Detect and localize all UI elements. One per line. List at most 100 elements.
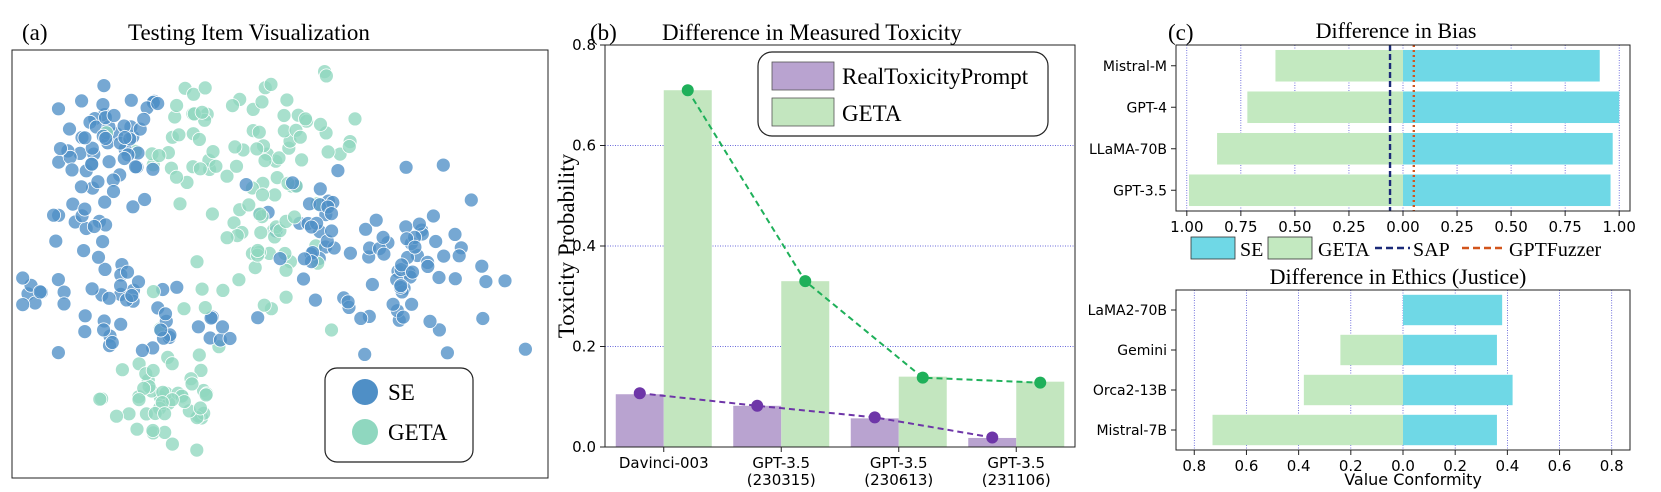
ethics-y-tick-label: Gemini bbox=[1117, 343, 1167, 359]
se-point bbox=[448, 272, 462, 286]
geta-point bbox=[279, 290, 293, 304]
toxicity-bars bbox=[616, 90, 1065, 447]
geta-point bbox=[209, 159, 223, 173]
geta-point bbox=[170, 170, 184, 184]
geta-point bbox=[172, 128, 186, 142]
toxicity-x-tick-label: GPT-3.5 bbox=[987, 454, 1045, 472]
se-point bbox=[376, 230, 390, 244]
se-point bbox=[54, 142, 68, 156]
ethics-x-tick-label: 0.6 bbox=[1548, 457, 1572, 475]
toxicity-y-tick-label: 0.2 bbox=[572, 338, 596, 356]
bias-y-ticks: Mistral-MGPT-4LLaMA-70BGPT-3.5 bbox=[1089, 59, 1176, 200]
legend-bias-geta-swatch bbox=[1268, 237, 1312, 259]
bias-x-tick-label: 1.00 bbox=[1170, 218, 1203, 236]
geta-point bbox=[177, 302, 191, 316]
se-point bbox=[421, 259, 435, 273]
geta-bar bbox=[664, 90, 712, 447]
geta-point bbox=[195, 105, 209, 119]
rtp-point bbox=[751, 400, 763, 412]
bias-se-bar bbox=[1403, 133, 1613, 165]
ethics-y-tick-label: LaMA2-70B bbox=[1088, 303, 1167, 319]
se-point bbox=[369, 213, 383, 227]
geta-bar bbox=[899, 377, 947, 447]
se-point bbox=[386, 297, 400, 311]
se-point bbox=[138, 193, 152, 207]
geta-line-point bbox=[1034, 377, 1046, 389]
se-point bbox=[464, 193, 478, 207]
toxicity-x-tick-label: (230315) bbox=[747, 471, 816, 489]
se-point bbox=[396, 310, 410, 324]
rtp-bar bbox=[733, 406, 781, 447]
se-point bbox=[159, 307, 173, 321]
geta-point bbox=[122, 407, 136, 421]
ethics-x-tick-label: 0.8 bbox=[1182, 457, 1206, 475]
geta-point bbox=[198, 301, 212, 315]
se-point bbox=[406, 265, 420, 279]
rtp-bar bbox=[616, 394, 664, 447]
se-point bbox=[85, 282, 99, 296]
toxicity-chart: 0.00.20.40.60.8 Davinci-003 GPT-3.5(23031… bbox=[554, 36, 1075, 489]
ethics-y-ticks: LaMA2-70B Gemini Orca2-13B Mistral-7B bbox=[1088, 303, 1176, 439]
geta-point bbox=[342, 140, 356, 154]
se-point bbox=[124, 93, 138, 107]
se-point bbox=[57, 297, 71, 311]
ethics-y-tick-label: Mistral-7B bbox=[1096, 423, 1167, 439]
legend-se-label: SE bbox=[388, 380, 415, 405]
bias-geta-bar bbox=[1189, 174, 1403, 206]
ethics-title: Difference in Ethics (Justice) bbox=[1270, 264, 1527, 289]
se-point bbox=[354, 311, 368, 325]
se-point bbox=[331, 164, 345, 178]
geta-point bbox=[255, 95, 269, 109]
geta-point bbox=[192, 348, 206, 362]
bias-x-tick-label: 0.25 bbox=[1332, 218, 1365, 236]
se-point bbox=[377, 247, 391, 261]
se-point bbox=[343, 246, 357, 260]
legend-geta-bar-label: GETA bbox=[842, 101, 902, 126]
se-point bbox=[405, 297, 419, 311]
se-point bbox=[341, 295, 355, 309]
bias-y-tick-label: LLaMA-70B bbox=[1089, 142, 1167, 158]
geta-point bbox=[319, 69, 333, 83]
bias-x-tick-label: 0.50 bbox=[1494, 218, 1527, 236]
se-point bbox=[191, 320, 205, 334]
se-point bbox=[16, 271, 30, 285]
legend-geta-swatch bbox=[772, 98, 834, 126]
se-point bbox=[498, 274, 512, 288]
geta-point bbox=[277, 109, 291, 123]
se-point bbox=[129, 160, 143, 174]
se-point bbox=[408, 240, 422, 254]
se-point bbox=[297, 252, 311, 266]
se-point bbox=[107, 109, 121, 123]
rtp-point bbox=[986, 431, 998, 443]
se-point bbox=[436, 158, 450, 172]
geta-point bbox=[325, 323, 339, 337]
toxicity-y-axis-label: Toxicity Probability bbox=[554, 153, 579, 338]
se-point bbox=[365, 278, 379, 292]
se-point bbox=[325, 207, 339, 221]
se-point bbox=[99, 131, 113, 145]
geta-point bbox=[228, 140, 242, 154]
se-point bbox=[297, 272, 311, 286]
toxicity-y-tick-label: 0.0 bbox=[572, 438, 596, 456]
se-point bbox=[78, 202, 92, 216]
geta-point bbox=[321, 145, 335, 159]
bias-se-bar bbox=[1403, 91, 1619, 123]
panel-c-label: (c) bbox=[1168, 20, 1194, 45]
geta-point bbox=[173, 197, 187, 211]
se-point bbox=[102, 291, 116, 305]
se-point bbox=[170, 280, 184, 294]
se-point bbox=[475, 259, 489, 273]
toxicity-x-tick-label: (231106) bbox=[982, 471, 1051, 489]
se-point bbox=[313, 182, 327, 196]
ethics-geta-bar bbox=[1213, 415, 1403, 445]
geta-point bbox=[146, 424, 160, 438]
geta-point bbox=[230, 159, 244, 173]
se-point bbox=[51, 346, 65, 360]
bias-chart: Difference in Bias Mistral-M GPT-4 LLaMA-7… bbox=[1089, 18, 1636, 261]
ethics-bars bbox=[1213, 295, 1513, 445]
legend-se-marker bbox=[352, 379, 378, 405]
se-point bbox=[107, 185, 121, 199]
ethics-se-bar bbox=[1403, 335, 1497, 365]
geta-point bbox=[314, 117, 328, 131]
geta-point bbox=[254, 226, 268, 240]
